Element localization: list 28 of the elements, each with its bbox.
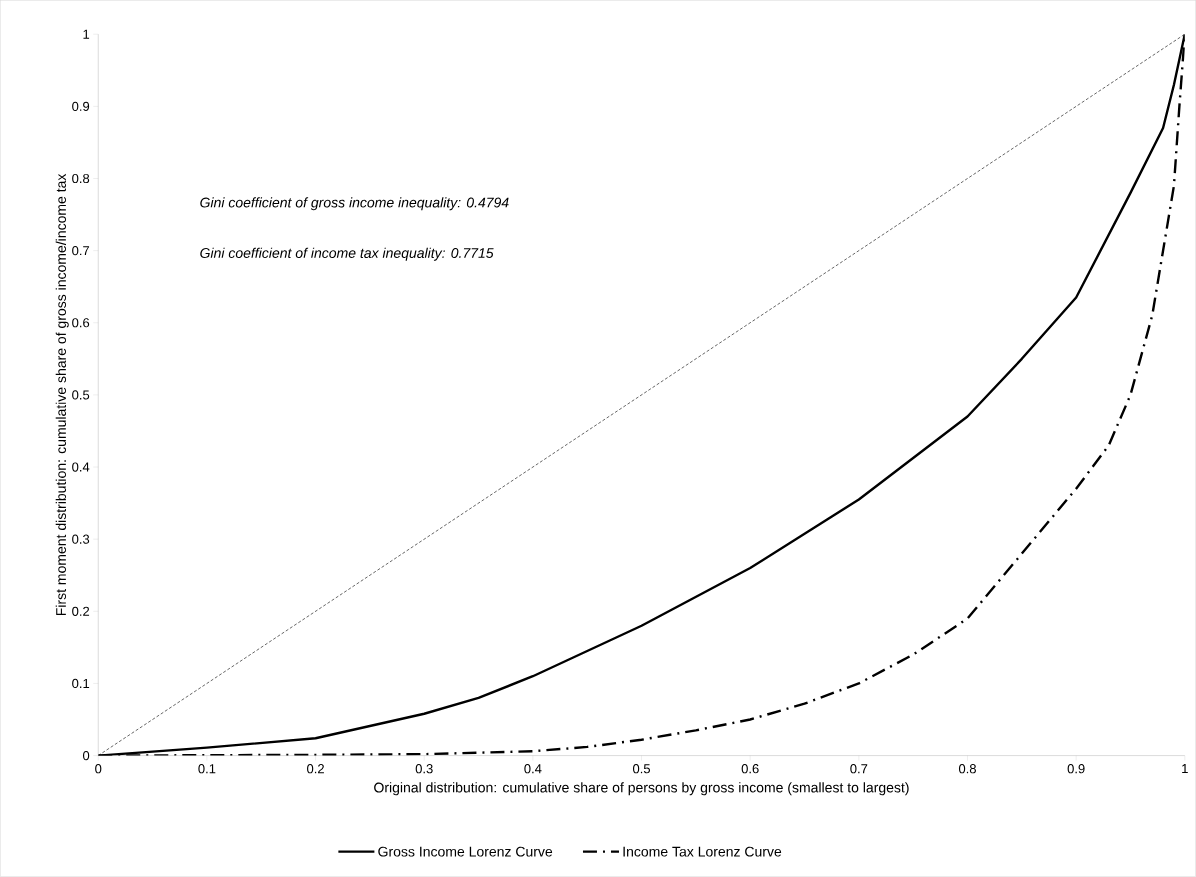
x-tick-label: 0.1 (198, 764, 216, 774)
x-axis-title: Original distribution: cumulative share of persons by gross income (smallest to largest) (374, 782, 909, 796)
x-tick-label: 0.2 (307, 764, 324, 774)
y-tick-label: 1 (83, 29, 90, 39)
legend-label: Gross Income Lorenz Curve (378, 846, 553, 857)
y-tick-label: 0 (82, 751, 90, 761)
legend-label: Income Tax Lorenz Curve (623, 846, 782, 857)
y-tick-label: 0.7 (72, 246, 90, 256)
y-tick-label: 0.9 (72, 101, 90, 112)
y-tick-label: 0.6 (72, 318, 90, 328)
x-tick-label: 0.7 (850, 764, 868, 774)
x-tick-label: 0.3 (415, 764, 433, 774)
x-tick-label: 0.5 (632, 764, 651, 774)
x-tick-label: 1 (1182, 764, 1188, 774)
y-tick-label: 0.5 (72, 390, 90, 400)
x-tick-label: 0.6 (741, 764, 759, 774)
y-axis-title: First moment distribution: cumulative share of gross income/income tax (55, 173, 69, 616)
y-tick-label: 0.2 (72, 606, 90, 616)
x-tick-label: 0.8 (958, 764, 976, 774)
annotation: Gini coefficient of gross income inequality: 0.4794 (200, 197, 509, 211)
y-tick-label: 0.3 (72, 534, 90, 544)
y-tick-label: 0.4 (72, 462, 90, 472)
x-tick-label: 0.4 (524, 764, 542, 774)
y-tick-label: 0.1 (72, 678, 90, 689)
annotation: Gini coefficient of income tax inequality: 0.7715 (200, 247, 494, 261)
y-tick-label: 0.8 (72, 173, 90, 184)
x-tick-label: 0.9 (1067, 764, 1085, 774)
x-tick-label: 0 (95, 764, 102, 774)
